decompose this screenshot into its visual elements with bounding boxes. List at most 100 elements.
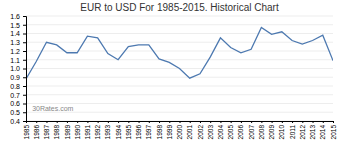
y-tick-mark: [23, 121, 26, 122]
y-tick: 1.1: [10, 56, 26, 63]
x-tick-label: 1987: [43, 125, 50, 140]
x-tick-mark: [46, 121, 47, 123]
x-tick-mark: [241, 121, 242, 123]
x-tick: 1987: [43, 121, 50, 139]
y-tick-label: 0.4: [10, 118, 20, 125]
y-tick: 1.3: [10, 39, 26, 46]
x-tick: 2004: [217, 121, 224, 139]
x-axis-line: [27, 122, 334, 124]
x-tick-label: 1985: [23, 125, 30, 140]
y-tick-label: 0.8: [10, 83, 20, 90]
x-tick: 2006: [237, 121, 244, 139]
x-tick-label: 2010: [278, 125, 285, 140]
x-tick-label: 1992: [94, 125, 101, 140]
x-tick-mark: [128, 121, 129, 123]
annotation: 30Rates.com: [32, 105, 73, 112]
x-tick-label: 1991: [84, 125, 91, 140]
x-tick-label: 1998: [156, 125, 163, 140]
x-tick-label: 2004: [217, 125, 224, 140]
x-tick-label: 1997: [145, 125, 152, 140]
y-tick: 0.5: [10, 109, 26, 116]
y-tick: 1.4: [10, 30, 26, 37]
x-tick-label: 2015: [330, 125, 337, 140]
y-tick: 0.7: [10, 91, 26, 98]
x-tick-label: 1994: [115, 125, 122, 140]
x-tick-mark: [231, 121, 232, 123]
x-tick-mark: [282, 121, 283, 123]
x-tick-mark: [139, 121, 140, 123]
x-tick-mark: [251, 121, 252, 123]
x-tick-mark: [159, 121, 160, 123]
y-tick-label: 0.9: [10, 74, 20, 81]
y-tick-mark: [23, 77, 26, 78]
x-tick-mark: [220, 121, 221, 123]
grid: [26, 16, 333, 121]
grid-line: [26, 59, 333, 60]
y-tick-label: 1.6: [10, 13, 20, 20]
plot-area: 0.4 0.5 0.6 0.70.8 0.9 1.0 1.11.2 1.3 1.4 1.51.6 1…: [10, 13, 336, 140]
x-tick-mark: [210, 121, 211, 123]
x-tick-label: 1989: [64, 125, 71, 140]
x-tick: 1999: [166, 121, 173, 139]
x-tick-label: 2002: [197, 125, 204, 140]
title: EUR to USD For 1985-2015. Historical Cha…: [80, 2, 279, 13]
grid-line: [26, 77, 333, 78]
line: [26, 27, 333, 79]
x-tick-label: 1990: [74, 125, 81, 140]
y-tick-mark: [23, 60, 26, 61]
x-tick-mark: [292, 121, 293, 123]
x-tick-mark: [57, 121, 58, 123]
x-tick-mark: [313, 121, 314, 123]
x-tick-label: 1996: [135, 125, 142, 140]
grid-line: [26, 51, 333, 52]
x-tick-mark: [302, 121, 303, 123]
x-tick: 2015: [330, 121, 337, 139]
y-tick: 0.9: [10, 74, 26, 81]
x-tick-label: 2012: [299, 125, 306, 140]
y-tick-label: 1.0: [10, 65, 20, 72]
x-tick-mark: [77, 121, 78, 123]
x-tick-label: 2008: [258, 125, 265, 140]
y-axis-line: [23, 17, 27, 122]
y-tick-mark: [23, 34, 26, 35]
y-tick-mark: [23, 16, 26, 17]
chart-container: 0.4 0.5 0.6 0.70.8 0.9 1.0 1.11.2 1.3 1.4 1.51.6 1…: [0, 0, 343, 147]
grid-line: [26, 94, 333, 95]
x-tick-label: 2013: [309, 125, 316, 140]
grid-line: [26, 86, 333, 87]
x-tick: 1988: [53, 121, 60, 139]
y-tick-label: 1.1: [10, 56, 20, 63]
x-tick: 2001: [186, 121, 193, 139]
y-tick: 1.6: [10, 13, 26, 20]
x-tick-mark: [272, 121, 273, 123]
marks: [26, 27, 333, 79]
x-tick-label: 2011: [289, 125, 296, 139]
x-tick: 1995: [125, 121, 132, 139]
x-tick-label: 2005: [227, 125, 234, 140]
x-tick-mark: [36, 121, 37, 123]
x-tick: 1989: [64, 121, 71, 139]
x-tick-mark: [180, 121, 181, 123]
y-tick-mark: [23, 25, 26, 26]
x-tick: 1996: [135, 121, 142, 139]
x-tick-label: 1999: [166, 125, 173, 140]
x-tick: 1990: [74, 121, 81, 139]
x-tick-label: 1988: [53, 125, 60, 140]
y-tick-label: 0.6: [10, 100, 20, 107]
y-tick: 1.2: [10, 48, 26, 55]
x-tick-mark: [190, 121, 191, 123]
x-tick-mark: [87, 121, 88, 123]
y-tick: 0.6: [10, 100, 26, 107]
x-tick-label: 2003: [207, 125, 214, 140]
y-tick-label: 1.2: [10, 48, 20, 55]
x-tick: 1993: [104, 121, 111, 139]
y-tick-mark: [23, 69, 26, 70]
x-tick: 1985: [23, 121, 30, 139]
x-tick: 2009: [268, 121, 275, 139]
y-tick: 0.8: [10, 83, 26, 90]
y-tick-label: 1.5: [10, 21, 20, 28]
x-tick-mark: [98, 121, 99, 123]
x-tick: 1986: [33, 121, 40, 139]
y-tick-mark: [23, 104, 26, 105]
x-tick: 2005: [227, 121, 234, 139]
